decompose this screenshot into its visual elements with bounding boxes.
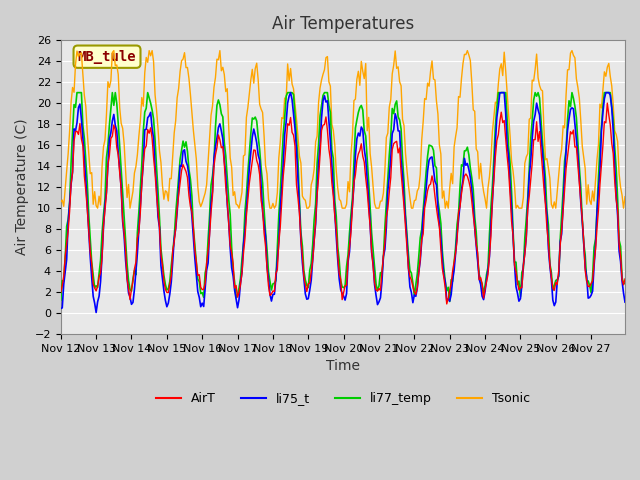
X-axis label: Time: Time	[326, 360, 360, 373]
Text: MB_tule: MB_tule	[77, 50, 136, 64]
Legend: AirT, li75_t, li77_temp, Tsonic: AirT, li75_t, li77_temp, Tsonic	[151, 387, 535, 410]
Title: Air Temperatures: Air Temperatures	[272, 15, 414, 33]
Y-axis label: Air Temperature (C): Air Temperature (C)	[15, 119, 29, 255]
